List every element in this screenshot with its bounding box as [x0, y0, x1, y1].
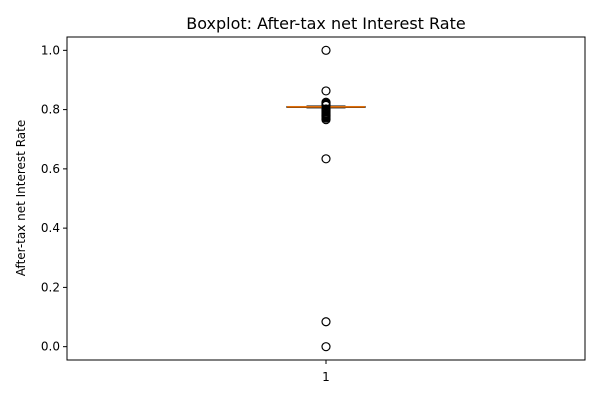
outlier-point	[321, 317, 331, 327]
y-tick-label: 1.0	[41, 43, 60, 57]
outlier-point	[321, 154, 331, 164]
plot-area	[286, 45, 366, 352]
y-tick-label: 0.6	[41, 162, 60, 176]
outlier-point	[321, 45, 331, 55]
y-tick-label: 0.4	[41, 221, 60, 235]
axes: 0.0 0.2 0.4 0.6 0.8 1.0 1	[41, 43, 330, 384]
y-tick-label: 0.8	[41, 103, 60, 117]
y-tick-label: 0.2	[41, 280, 60, 294]
chart-title: Boxplot: After-tax net Interest Rate	[186, 14, 465, 33]
y-axis-label: After-tax net Interest Rate	[14, 120, 28, 276]
y-tick-label: 0.0	[41, 340, 60, 354]
outlier-point	[321, 86, 331, 96]
outlier-point	[321, 115, 331, 125]
x-tick-label: 1	[322, 370, 330, 384]
outlier-point	[321, 342, 331, 352]
